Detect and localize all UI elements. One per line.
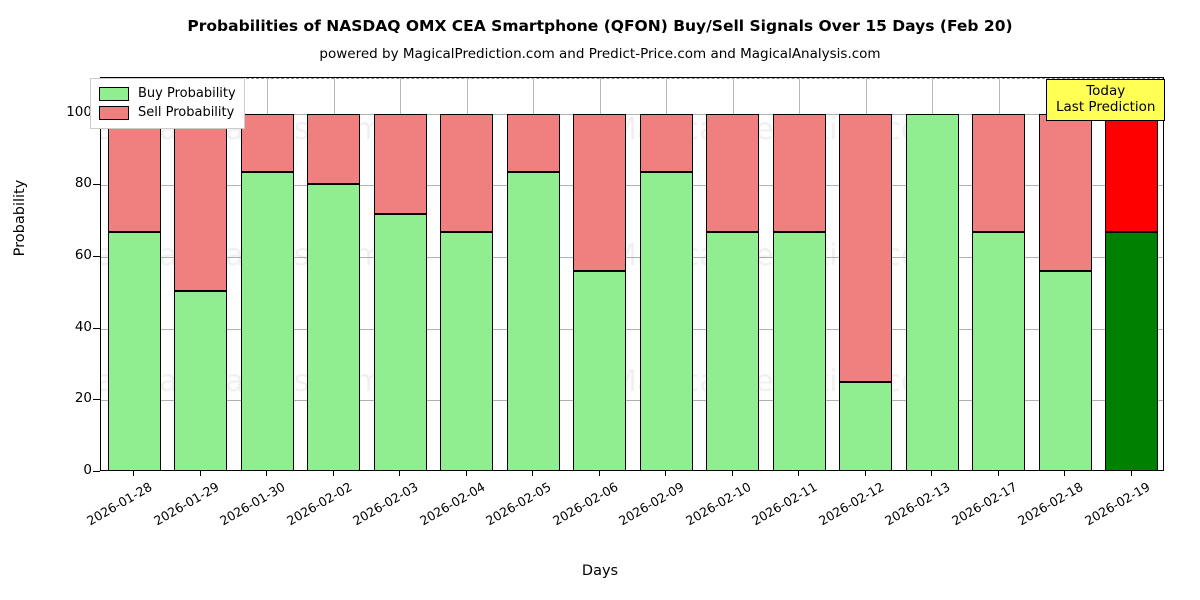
bar[interactable]	[772, 78, 826, 470]
bar-segment-buy[interactable]	[107, 232, 161, 470]
bar[interactable]	[107, 78, 161, 470]
x-tick-mark	[466, 471, 467, 476]
x-tick-mark	[532, 471, 533, 476]
chart-title: Probabilities of NASDAQ OMX CEA Smartpho…	[187, 17, 1013, 35]
bar-series-layer	[101, 78, 1163, 470]
x-tick-mark	[732, 471, 733, 476]
bar-segment-buy[interactable]	[639, 172, 693, 470]
bar-segment-buy[interactable]	[373, 214, 427, 470]
y-tick-mark	[93, 184, 100, 186]
bar-today[interactable]	[1105, 78, 1159, 470]
bar[interactable]	[1038, 78, 1092, 470]
bar-segment-buy[interactable]	[972, 232, 1026, 470]
bar-segment-sell[interactable]	[307, 113, 361, 184]
bar[interactable]	[972, 78, 1026, 470]
bar-segment-sell[interactable]	[174, 113, 228, 292]
bar-segment-buy[interactable]	[174, 291, 228, 470]
gridline-horizontal	[101, 257, 1163, 259]
x-tick-mark	[133, 471, 134, 476]
bar[interactable]	[174, 78, 228, 470]
today-annotation-line2: Last Prediction	[1056, 99, 1156, 116]
bar-segment-sell[interactable]	[972, 113, 1026, 232]
y-tick-mark	[93, 399, 100, 401]
legend-label-buy: Buy Probability	[138, 86, 236, 101]
bar-segment-sell[interactable]	[107, 113, 161, 232]
bar-segment-buy[interactable]	[307, 183, 361, 470]
gridline-horizontal	[101, 113, 1163, 115]
y-tick-label: 0	[83, 462, 92, 478]
bar[interactable]	[440, 78, 494, 470]
bar-segment-buy[interactable]	[839, 382, 893, 470]
bar[interactable]	[839, 78, 893, 470]
legend-item-sell: Sell Probability	[99, 103, 236, 122]
reference-line	[101, 78, 1163, 79]
y-tick-label: 20	[74, 390, 92, 407]
bar-segment-sell[interactable]	[240, 113, 294, 173]
bar-segment-sell[interactable]	[772, 113, 826, 232]
bar-segment-sell[interactable]	[1105, 113, 1159, 232]
bar[interactable]	[573, 78, 627, 470]
legend-item-buy: Buy Probability	[99, 84, 236, 103]
bar-segment-sell[interactable]	[706, 113, 760, 232]
x-tick-mark	[266, 471, 267, 476]
x-tick-mark	[1131, 471, 1132, 476]
bar-segment-buy[interactable]	[1038, 271, 1092, 470]
bar-segment-sell[interactable]	[573, 113, 627, 272]
x-tick-mark	[665, 471, 666, 476]
y-axis-label: Probability	[12, 179, 28, 257]
x-axis-label: Days	[581, 563, 619, 579]
bar-segment-sell[interactable]	[506, 113, 560, 173]
bar-segment-sell[interactable]	[1038, 113, 1092, 272]
bar[interactable]	[706, 78, 760, 470]
x-tick-mark	[931, 471, 932, 476]
x-tick-mark	[998, 471, 999, 476]
y-tick-label: 40	[74, 318, 92, 335]
bar[interactable]	[639, 78, 693, 470]
bar-segment-sell[interactable]	[440, 113, 494, 232]
x-tick-mark	[798, 471, 799, 476]
bar-segment-buy[interactable]	[706, 232, 760, 470]
bar-segment-buy[interactable]	[240, 172, 294, 470]
x-tick-mark	[599, 471, 600, 476]
bar-segment-buy[interactable]	[772, 232, 826, 470]
x-tick-mark	[333, 471, 334, 476]
chart-subtitle: powered by MagicalPrediction.com and Pre…	[319, 46, 881, 62]
bar[interactable]	[373, 78, 427, 470]
bar-segment-sell[interactable]	[373, 113, 427, 215]
x-tick-mark	[399, 471, 400, 476]
bar-segment-buy[interactable]	[440, 232, 494, 470]
y-tick-label: 80	[74, 175, 92, 192]
legend-swatch-buy-icon	[99, 86, 129, 101]
y-tick-mark	[93, 327, 100, 329]
today-annotation: Today Last Prediction	[1046, 79, 1166, 121]
y-tick-mark	[93, 471, 100, 472]
x-tick-mark	[865, 471, 866, 476]
bar[interactable]	[905, 78, 959, 470]
bar[interactable]	[307, 78, 361, 470]
bar-segment-buy[interactable]	[905, 113, 959, 470]
x-tick-mark	[1064, 471, 1065, 476]
legend-swatch-sell-icon	[99, 105, 129, 120]
today-annotation-line1: Today	[1086, 83, 1126, 99]
y-tick-mark	[93, 256, 100, 258]
bar-segment-buy[interactable]	[1105, 232, 1159, 470]
legend-label-sell: Sell Probability	[138, 105, 235, 120]
gridline-horizontal	[101, 400, 1163, 402]
x-tick-mark	[200, 471, 201, 476]
bar-segment-sell[interactable]	[639, 113, 693, 173]
y-tick-label: 60	[74, 247, 92, 264]
bar-segment-buy[interactable]	[573, 271, 627, 470]
y-tick-label: 100	[66, 103, 92, 120]
gridline-horizontal	[101, 328, 1163, 330]
bar-segment-sell[interactable]	[839, 113, 893, 383]
bar[interactable]	[506, 78, 560, 470]
chart-legend: Buy Probability Sell Probability	[90, 78, 245, 129]
bar-segment-buy[interactable]	[506, 172, 560, 470]
gridline-horizontal	[101, 185, 1163, 187]
bar[interactable]	[240, 78, 294, 470]
plot-area: MagicalAnalysis.comMagicalPrediction.com…	[100, 77, 1164, 471]
